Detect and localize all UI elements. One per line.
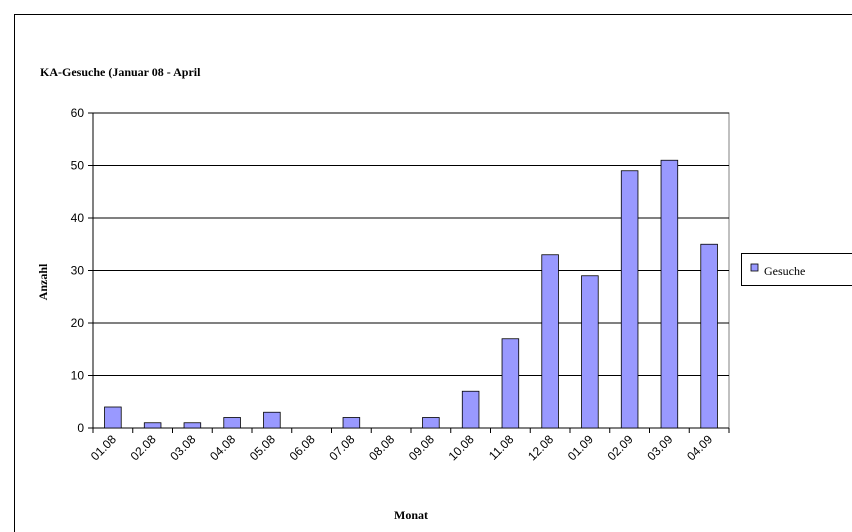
bar: [581, 275, 599, 429]
bar: [541, 254, 559, 429]
y-axis-label: Anzahl: [36, 263, 50, 300]
bar: [501, 338, 520, 429]
bar: [223, 417, 241, 429]
legend-swatch: [750, 263, 759, 272]
legend-label: Gesuche: [764, 264, 805, 278]
y-tick-label: 50: [71, 159, 85, 173]
bar: [620, 170, 639, 429]
legend-box: [741, 253, 852, 286]
bar: [183, 422, 202, 429]
y-tick-label: 0: [77, 421, 84, 435]
bar: [143, 422, 162, 429]
bar: [422, 417, 440, 429]
x-axis-label: Monat: [394, 508, 428, 522]
bar: [342, 417, 361, 429]
bar: [263, 411, 281, 429]
y-tick-label: 40: [71, 211, 85, 225]
chart-title: KA-Gesuche (Januar 08 - April: [40, 65, 201, 79]
y-tick-label: 60: [71, 106, 85, 120]
bar: [461, 390, 480, 429]
y-tick-label: 20: [71, 316, 85, 330]
y-tick-label: 30: [71, 264, 85, 278]
bar: [700, 243, 718, 429]
bar: [104, 406, 122, 429]
y-tick-label: 10: [71, 369, 85, 383]
bar: [660, 159, 679, 429]
